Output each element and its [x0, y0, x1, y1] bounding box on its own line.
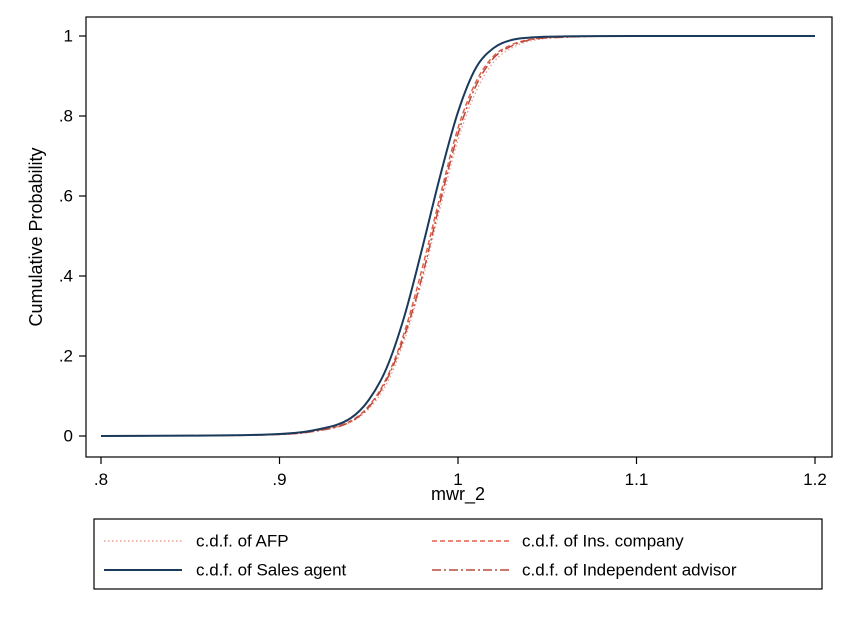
series-line-3 — [100, 35, 815, 437]
legend-label: c.d.f. of Independent advisor — [522, 561, 737, 580]
y-tick-label: 0 — [64, 427, 73, 446]
x-axis-title: mwr_2 — [431, 484, 485, 505]
x-tick-label: 1 — [453, 470, 462, 489]
x-tick-label: 1.1 — [625, 470, 649, 489]
x-tick-label: .9 — [272, 470, 286, 489]
plot-frame — [85, 16, 833, 458]
y-axis: 0 .2 .4 .6 .8 1 — [59, 27, 86, 446]
series-line-1 — [100, 34, 815, 437]
y-tick-label: .2 — [59, 347, 73, 366]
y-tick-label: .6 — [59, 187, 73, 206]
y-tick-label: .4 — [59, 267, 73, 286]
legend-label: c.d.f. of Sales agent — [196, 561, 347, 580]
x-axis: .8 .9 1 1.1 1.2 — [94, 457, 827, 489]
x-tick-label: .8 — [94, 470, 108, 489]
y-tick-label: 1 — [64, 27, 73, 46]
legend-box — [93, 518, 823, 590]
series-lines — [100, 34, 815, 437]
x-tick-label: 1.2 — [803, 470, 827, 489]
legend-label: c.d.f. of Ins. company — [522, 532, 684, 551]
legend-label: c.d.f. of AFP — [196, 532, 289, 551]
y-axis-title: Cumulative Probability — [26, 147, 46, 326]
y-tick-label: .8 — [59, 107, 73, 126]
legend: c.d.f. of AFP c.d.f. of Sales agent c.d.f.… — [104, 532, 737, 580]
